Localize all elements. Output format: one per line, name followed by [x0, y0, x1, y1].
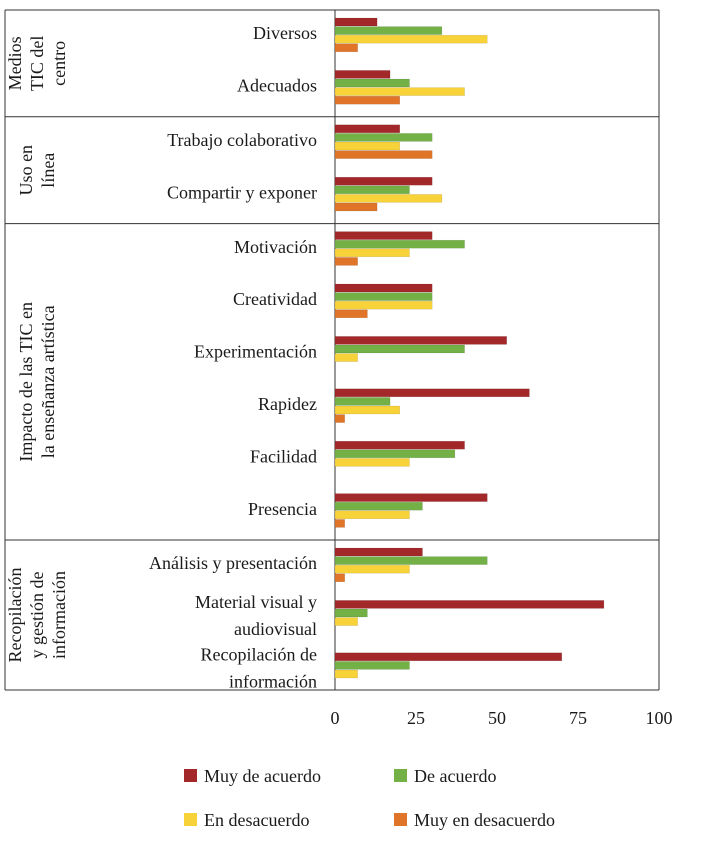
bar-de-acuerdo — [334, 133, 433, 142]
group-label-line: y gestión de — [27, 572, 47, 659]
bar-en-desacuerdo — [334, 141, 401, 151]
x-axis-ticks: 0 25 50 75 100 — [331, 708, 673, 728]
category-label: Recopilación de — [201, 645, 317, 665]
bar-de-acuerdo — [334, 501, 423, 511]
category-label: Análisis y presentación — [149, 553, 317, 573]
category-label: Creatividad — [233, 289, 317, 309]
bar-muy-de-acuerdo — [334, 440, 465, 450]
bar-muy-en-desacuerdo — [334, 414, 345, 423]
bar-muy-de-acuerdo — [334, 652, 563, 662]
bar-muy-de-acuerdo — [334, 124, 401, 134]
group-label: Impacto de las TIC en la enseñanza artíst… — [16, 302, 58, 462]
bar-muy-de-acuerdo — [334, 547, 423, 557]
group-label-line: Impacto de las TIC en — [16, 302, 36, 462]
bar-en-desacuerdo — [334, 248, 410, 258]
category-labels: Diversos Adecuados Trabajo colaborativo Com… — [149, 23, 317, 691]
group-label-line: información — [49, 571, 69, 659]
legend-label: En desacuerdo — [204, 810, 309, 830]
bar-muy-en-desacuerdo — [334, 202, 378, 212]
group-label-line: Recopilación — [5, 568, 25, 663]
x-tick-label: 75 — [569, 708, 587, 728]
group-label-line: TIC del — [27, 36, 47, 92]
group-label-line: Medios — [5, 36, 25, 90]
x-tick-label: 50 — [488, 708, 506, 728]
bar-de-acuerdo — [334, 344, 465, 354]
category-label: Diversos — [253, 23, 317, 43]
bar-de-acuerdo — [334, 608, 368, 618]
category-label: Adecuados — [237, 76, 317, 96]
legend-label: De acuerdo — [414, 766, 496, 786]
bar-muy-en-desacuerdo — [334, 309, 368, 319]
category-label: Motivación — [234, 237, 317, 257]
bar-de-acuerdo — [334, 661, 410, 670]
bar-en-desacuerdo — [334, 458, 410, 467]
bar-muy-de-acuerdo — [334, 231, 433, 240]
category-label: Trabajo colaborativo — [167, 130, 317, 150]
bar-en-desacuerdo — [334, 87, 465, 96]
group-label: Recopilación y gestión de información — [5, 568, 69, 663]
bar-muy-en-desacuerdo — [334, 95, 401, 105]
bar-de-acuerdo — [334, 78, 410, 88]
category-label: información — [229, 672, 317, 692]
bar-muy-de-acuerdo — [334, 388, 530, 398]
bar-en-desacuerdo — [334, 194, 443, 203]
bar-de-acuerdo — [334, 239, 465, 249]
bar-muy-de-acuerdo — [334, 176, 433, 186]
category-label: Presencia — [248, 499, 317, 519]
legend-label: Muy de acuerdo — [204, 766, 321, 786]
bar-de-acuerdo — [334, 292, 433, 301]
category-label: Material visual y — [195, 592, 317, 612]
group-label: Medios TIC del centro — [5, 36, 69, 92]
group-label-line: la enseñanza artística — [38, 305, 58, 458]
bar-en-desacuerdo — [334, 510, 410, 520]
x-tick-label: 0 — [331, 708, 340, 728]
x-tick-label: 25 — [407, 708, 425, 728]
legend-label: Muy en desacuerdo — [414, 810, 555, 830]
bar-muy-de-acuerdo — [334, 17, 378, 27]
bar-muy-de-acuerdo — [334, 600, 605, 609]
bar-de-acuerdo — [334, 556, 488, 565]
legend-swatch — [394, 813, 407, 826]
bar-muy-en-desacuerdo — [334, 257, 358, 266]
x-tick-label: 100 — [646, 708, 673, 728]
bar-en-desacuerdo — [334, 353, 358, 362]
group-labels: Medios TIC del centro Uso en línea Impacto de… — [5, 36, 69, 663]
bar-en-desacuerdo — [334, 405, 401, 415]
legend-swatch — [184, 813, 197, 826]
category-label: Experimentación — [194, 342, 317, 362]
bar-en-desacuerdo — [334, 669, 358, 679]
bar-muy-en-desacuerdo — [334, 150, 433, 159]
bar-en-desacuerdo — [334, 617, 358, 626]
group-label-line: centro — [49, 41, 69, 86]
bar-de-acuerdo — [334, 397, 391, 406]
bar-de-acuerdo — [334, 449, 456, 459]
chart-frame — [4, 9, 660, 691]
category-label: Facilidad — [250, 446, 317, 466]
legend-swatch — [394, 769, 407, 782]
legend-swatch — [184, 769, 197, 782]
bar-muy-de-acuerdo — [334, 493, 488, 502]
bar-de-acuerdo — [334, 26, 443, 35]
bar-de-acuerdo — [334, 185, 410, 195]
bar-en-desacuerdo — [334, 564, 410, 574]
bar-muy-de-acuerdo — [334, 336, 507, 345]
bar-en-desacuerdo — [334, 300, 433, 310]
category-label: Compartir y exponer — [167, 182, 317, 202]
bar-muy-en-desacuerdo — [334, 573, 345, 583]
category-label: audiovisual — [234, 619, 317, 639]
bar-muy-de-acuerdo — [334, 283, 433, 293]
group-label-line: Uso en — [16, 145, 36, 196]
bar-muy-de-acuerdo — [334, 70, 391, 79]
category-label: Rapidez — [258, 394, 317, 414]
legend: Muy de acuerdo De acuerdo En desacuerdo Muy… — [184, 766, 555, 830]
bar-muy-en-desacuerdo — [334, 43, 358, 53]
group-label: Uso en línea — [16, 145, 58, 196]
bar-en-desacuerdo — [334, 34, 488, 44]
bars — [334, 17, 605, 679]
bar-muy-en-desacuerdo — [334, 519, 345, 528]
group-label-line: línea — [38, 153, 58, 188]
